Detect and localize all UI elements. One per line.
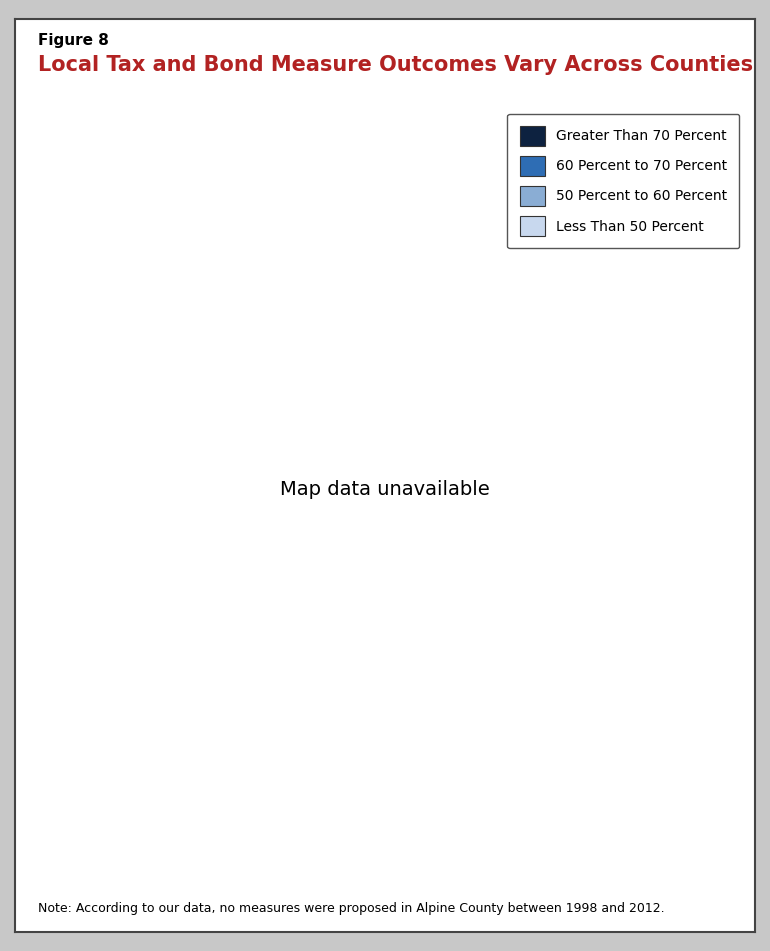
Text: Map data unavailable: Map data unavailable [280, 480, 490, 499]
Text: Note: According to our data, no measures were proposed in Alpine County between : Note: According to our data, no measures… [38, 902, 665, 915]
Text: Local Tax and Bond Measure Outcomes Vary Across Counties: Local Tax and Bond Measure Outcomes Vary… [38, 55, 754, 75]
Text: Figure 8: Figure 8 [38, 33, 109, 49]
Legend: Greater Than 70 Percent, 60 Percent to 70 Percent, 50 Percent to 60 Percent, Les: Greater Than 70 Percent, 60 Percent to 7… [507, 113, 739, 248]
